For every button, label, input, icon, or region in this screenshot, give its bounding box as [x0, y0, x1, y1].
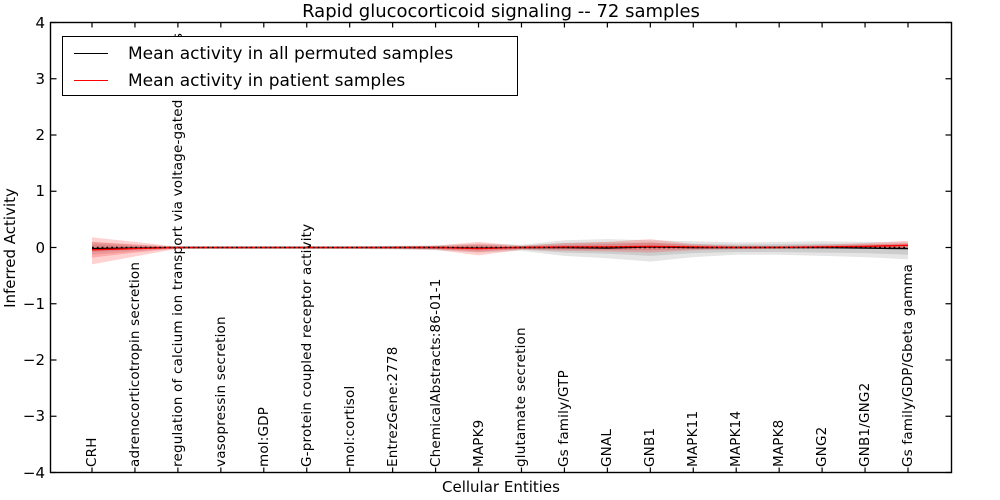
- legend-item-patient: Mean activity in patient samples: [63, 67, 517, 94]
- y-tick-label: −3: [22, 407, 45, 426]
- legend-line-patient: [74, 80, 108, 81]
- y-tick-label: 0: [35, 238, 45, 257]
- y-tick-label: −2: [22, 351, 45, 369]
- band-0: [92, 239, 908, 262]
- y-tick-label: 1: [35, 182, 45, 201]
- legend-label-patient: Mean activity in patient samples: [128, 70, 406, 91]
- legend: Mean activity in all permuted samples Me…: [62, 36, 518, 96]
- band-3: [92, 241, 908, 258]
- band-2: [92, 237, 908, 265]
- y-tick-label: 4: [35, 13, 45, 32]
- legend-label-permuted: Mean activity in all permuted samples: [128, 43, 454, 64]
- legend-item-permuted: Mean activity in all permuted samples: [63, 40, 517, 67]
- x-axis-label: Cellular Entities: [442, 478, 560, 496]
- band-1: [92, 242, 908, 256]
- chart-title: Rapid glucocorticoid signaling -- 72 sam…: [302, 1, 700, 22]
- legend-line-permuted: [74, 53, 108, 54]
- y-tick-label: −4: [22, 463, 45, 482]
- y-tick-label: −1: [22, 294, 45, 313]
- y-tick-label: 3: [35, 69, 45, 88]
- y-tick-label: 2: [35, 126, 45, 144]
